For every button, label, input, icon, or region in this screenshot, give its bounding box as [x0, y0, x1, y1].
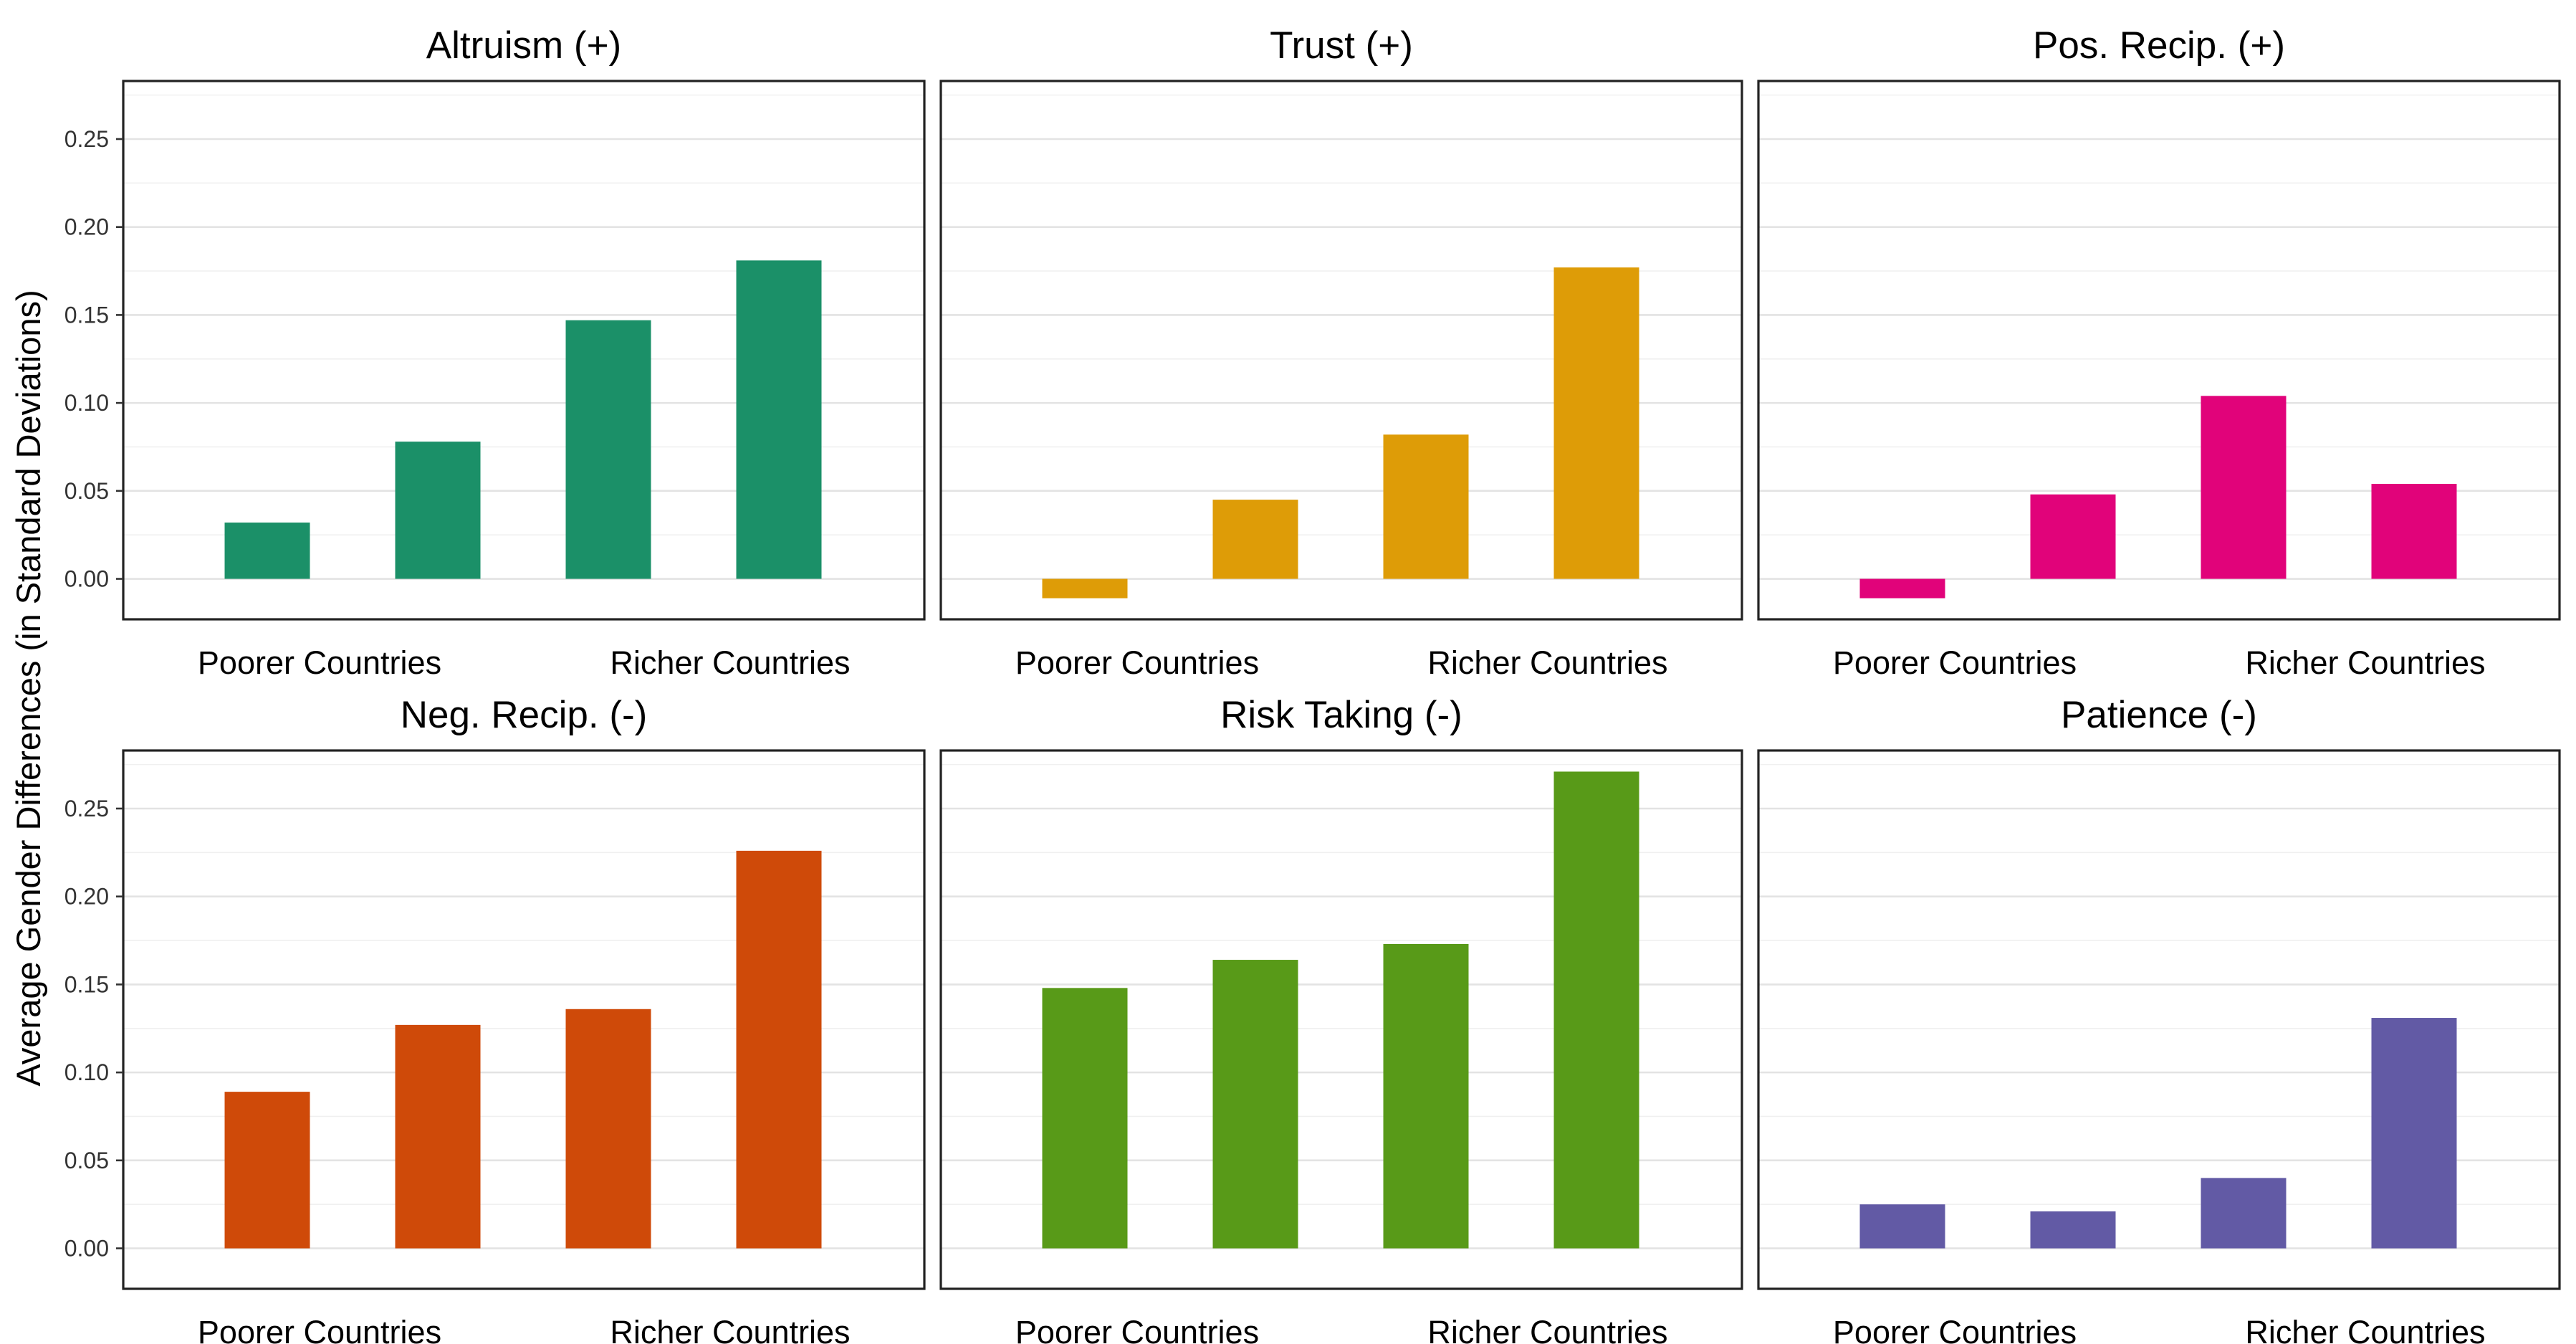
bar-altruism-1: [224, 523, 310, 579]
bar-risk-taking-4: [1553, 771, 1639, 1249]
x-tick-label: Poorer Countries: [198, 644, 441, 681]
y-tick-label: 0.15: [64, 302, 109, 328]
y-axis-label: Average Gender Differences (in Standard …: [9, 290, 47, 1086]
panel-risk-taking: Risk Taking (-) Poorer Countries Richer Co…: [939, 694, 1743, 1344]
panel-title: Altruism (+): [426, 24, 621, 67]
panel-title: Trust (+): [1270, 24, 1413, 67]
panel-title: Risk Taking (-): [1220, 694, 1462, 736]
bar-trust-1: [1042, 578, 1128, 599]
bar-altruism-4: [736, 260, 822, 579]
x-tick-label: Richer Countries: [2245, 644, 2485, 681]
bar-patience-2: [2030, 1211, 2116, 1249]
y-tick-label: 0.00: [64, 566, 109, 592]
bar-neg-recip-4: [736, 850, 822, 1249]
y-tick-label: 0.25: [64, 126, 109, 152]
y-tick-label: 0.05: [64, 1148, 109, 1173]
x-tick-label: Poorer Countries: [1833, 1314, 2077, 1344]
panel-frame: [1757, 749, 2561, 1290]
y-tick-label: 0.20: [64, 884, 109, 910]
bar-trust-2: [1212, 500, 1298, 579]
panel-altruism: 0.00 0.05 0.10 0.15 0.20 0.25 Altruism (+) Poor…: [64, 24, 926, 681]
panel-neg-recip: 0.00 0.05 0.10 0.15 0.20 0.25 Neg. Recip. (-) P…: [64, 694, 926, 1344]
panel-frame: [1757, 80, 2561, 621]
bar-patience-4: [2371, 1018, 2457, 1249]
x-tick-label: Richer Countries: [2245, 1314, 2485, 1344]
x-tick-label: Poorer Countries: [1015, 644, 1259, 681]
panel-title: Neg. Recip. (-): [401, 694, 648, 736]
bar-risk-taking-2: [1212, 960, 1298, 1249]
bar-risk-taking-1: [1042, 988, 1128, 1249]
panel-trust: Trust (+) Poorer Countries Richer Countrie…: [939, 24, 1743, 681]
bar-pos-recip-2: [2030, 494, 2116, 579]
y-tick-label: 0.10: [64, 1059, 109, 1085]
bar-pos-recip-4: [2371, 484, 2457, 579]
x-tick-label: Richer Countries: [610, 644, 850, 681]
panel-frame: [122, 80, 926, 621]
panel-frame: [939, 80, 1743, 621]
bar-neg-recip-1: [224, 1092, 310, 1249]
bar-neg-recip-2: [395, 1024, 481, 1249]
bar-altruism-3: [565, 320, 651, 579]
bar-pos-recip-3: [2201, 396, 2287, 579]
bar-risk-taking-3: [1383, 943, 1469, 1249]
bar-altruism-2: [395, 442, 481, 579]
bar-patience-3: [2201, 1178, 2287, 1249]
bar-patience-1: [1859, 1204, 1945, 1249]
bar-neg-recip-3: [565, 1009, 651, 1249]
x-tick-label: Poorer Countries: [198, 1314, 441, 1344]
x-tick-label: Richer Countries: [1427, 1314, 1667, 1344]
bar-trust-4: [1553, 267, 1639, 579]
y-tick-label: 0.15: [64, 971, 109, 997]
panel-patience: Patience (-) Poorer Countries Richer Count…: [1757, 694, 2561, 1344]
panel-frame: [122, 749, 926, 1290]
x-tick-label: Poorer Countries: [1833, 644, 2077, 681]
panel-frame: [939, 749, 1743, 1290]
x-tick-label: Richer Countries: [1427, 644, 1667, 681]
bar-trust-3: [1383, 434, 1469, 579]
y-tick-label: 0.20: [64, 214, 109, 240]
y-tick-label: 0.00: [64, 1236, 109, 1262]
panel-title: Patience (-): [2061, 694, 2257, 736]
panels: 0.00 0.05 0.10 0.15 0.20 0.25 Altruism (+) Poor…: [64, 24, 2561, 1344]
y-tick-label: 0.10: [64, 390, 109, 416]
y-tick-label: 0.05: [64, 478, 109, 504]
panel-title: Pos. Recip. (+): [2033, 24, 2285, 67]
x-tick-label: Richer Countries: [610, 1314, 850, 1344]
bar-pos-recip-1: [1859, 578, 1945, 599]
y-tick-label: 0.25: [64, 796, 109, 821]
panel-pos-recip: Pos. Recip. (+) Poorer Countries Richer Co…: [1757, 24, 2561, 681]
x-tick-label: Poorer Countries: [1015, 1314, 1259, 1344]
